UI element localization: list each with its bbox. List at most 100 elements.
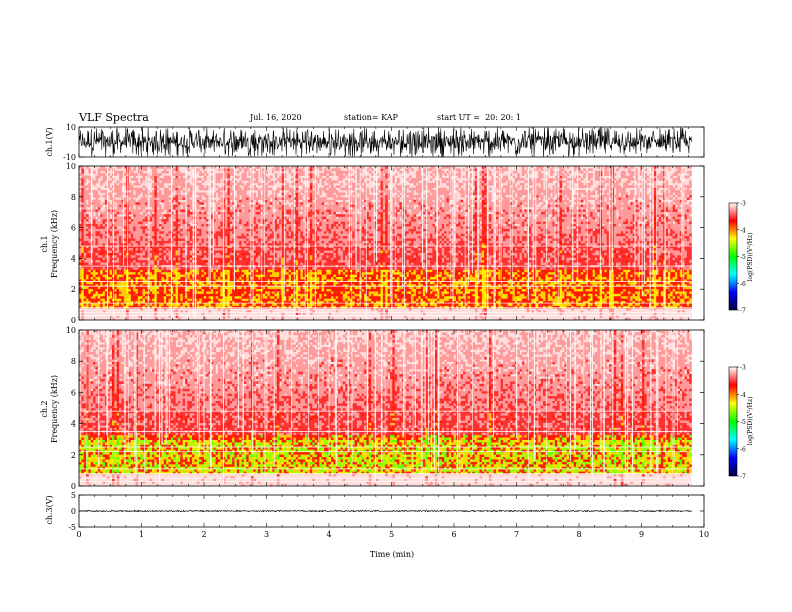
spectrogram-cell [103,231,106,234]
spectrogram-cell [84,209,87,212]
spectrogram-cell [88,267,91,270]
spectrogram-cell [84,207,87,210]
spectrogram-cell [84,192,87,195]
spectrogram-cell [95,209,98,212]
spectrogram-cell [119,303,122,306]
spectrogram-cell [114,226,117,229]
spectrogram-cell [93,257,96,260]
spectrogram-cell [117,217,120,220]
spectrogram-cell [88,195,91,198]
spectrogram-cell [119,238,122,241]
spectrogram-cell [98,209,101,212]
spectrogram-cell [124,202,127,205]
spectrogram-cell [91,277,94,280]
spectrogram-cell [114,171,117,174]
spectrogram-cell [84,250,87,253]
spectrogram-cell [93,200,96,203]
spectrogram-cell [124,277,127,280]
spectrogram-cell [81,168,84,171]
spectrogram-cell [93,171,96,174]
spectrogram-cell [95,202,98,205]
spectrogram-cell [121,282,124,285]
spectrogram-cell [100,219,103,222]
spectrogram-cell [119,229,122,232]
spectrogram-cell [93,296,96,299]
spectrogram-cell [121,277,124,280]
spectrogram-cell [81,253,84,256]
spectrogram-cell [119,257,122,260]
spectrogram-cell [100,180,103,183]
spectrogram-cell [119,248,122,251]
spectrogram-cell [128,229,131,232]
spectrogram-cell [124,274,127,277]
spectrogram-cell [93,209,96,212]
spectrogram-cell [93,262,96,265]
spectrogram-cell [103,178,106,181]
spectrogram-cell [93,183,96,186]
spectrogram-cell [114,282,117,285]
spectrogram-cell [86,176,89,179]
spectrogram-cell [128,226,131,229]
spectrogram-cell [121,267,124,270]
spectrogram-cell [100,173,103,176]
spectrogram-cell [95,260,98,263]
spectrogram-cell [84,255,87,258]
spectrogram-cell [98,195,101,198]
spectrogram-cell [128,255,131,258]
spectrogram-cell [81,171,84,174]
spectrogram-cell [100,253,103,256]
spectrogram-cell [117,241,120,244]
spectrogram-cell [117,195,120,198]
spectrogram-cell [110,180,113,183]
spectrogram-cell [100,274,103,277]
spectrogram-cell [93,289,96,292]
spectrogram-cell [124,296,127,299]
spectrogram-cell [121,286,124,289]
spectrogram-cell [84,236,87,239]
spectrogram-cell [81,173,84,176]
spectrogram-cell [88,171,91,174]
spectrogram-cell [86,282,89,285]
spectrogram-cell [91,274,94,277]
spectrogram-cell [81,205,84,208]
spectrogram-cell [86,253,89,256]
spectrogram-cell [128,236,131,239]
spectrogram-cell [119,255,122,258]
spectrogram-cell [100,294,103,297]
spectrogram-cell [81,209,84,212]
spectrogram-cell [88,238,91,241]
spectrogram-cell [119,178,122,181]
spectrogram-cell [98,229,101,232]
spectrogram-cell [103,248,106,251]
spectrogram-cell [126,310,129,313]
spectrogram-cell [93,272,96,275]
spectrogram-cell [110,209,113,212]
spectrogram-cell [110,192,113,195]
spectrogram-cell [100,221,103,224]
spectrogram-cell [91,294,94,297]
waveform-trace [79,127,692,157]
spectrogram-cell [93,207,96,210]
spectrogram-cell [124,183,127,186]
spectrogram-cell [100,224,103,227]
spectrogram-cell [84,231,87,234]
spectrogram-cell [128,267,131,270]
spectrogram-cell [98,173,101,176]
spectrogram-cell [114,248,117,251]
spectrogram-cell [100,231,103,234]
spectrogram-cell [114,269,117,272]
spectrogram-cell [88,178,91,181]
spectrogram-cell [114,253,117,256]
spectrogram-cell [100,238,103,241]
spectrogram-cell [95,221,98,224]
spectrogram-cell [93,226,96,229]
spectrogram-cell [128,224,131,227]
spectrogram-cell [100,229,103,232]
spectrogram-cell [98,217,101,220]
spectrogram-cell [81,183,84,186]
spectrogram-cell [103,195,106,198]
spectrogram-cell [114,200,117,203]
spectrogram-cell [95,180,98,183]
spectrogram-cell [114,272,117,275]
spectrogram-cell [95,289,98,292]
